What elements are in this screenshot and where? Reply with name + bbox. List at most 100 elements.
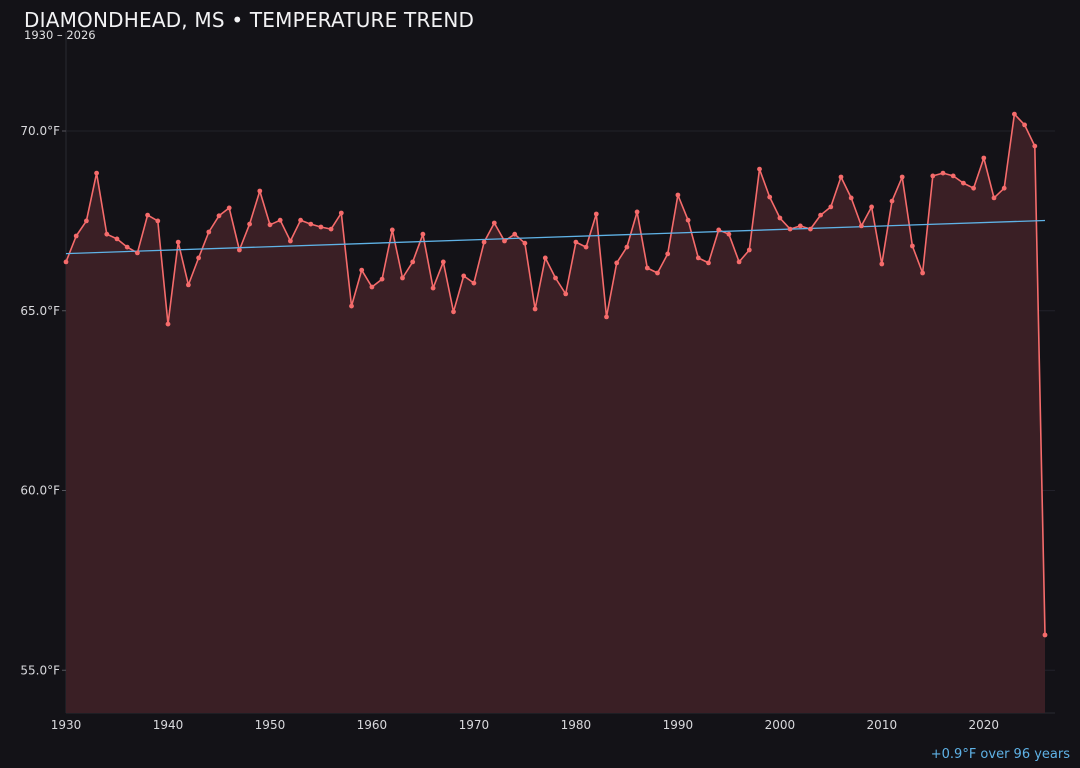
data-point [767, 194, 773, 200]
data-point [440, 259, 446, 265]
x-tick-label: 2010 [867, 718, 898, 732]
data-point [818, 212, 823, 218]
data-point [1001, 185, 1007, 191]
data-point [777, 215, 783, 221]
data-point [318, 224, 324, 230]
data-point [828, 204, 834, 210]
data-point [879, 261, 885, 267]
data-point [910, 243, 915, 249]
data-point [634, 209, 640, 215]
data-point [155, 218, 161, 224]
data-point [288, 238, 293, 244]
y-tick-label: 70.0°F [20, 124, 60, 138]
data-point [359, 267, 365, 273]
data-point [165, 321, 171, 327]
data-point [1042, 632, 1048, 638]
temperature-area [66, 114, 1045, 714]
data-point [267, 222, 273, 228]
data-point [675, 192, 681, 198]
data-point [706, 260, 711, 266]
data-point [420, 231, 426, 237]
data-point [1032, 143, 1038, 149]
data-points [63, 111, 1048, 638]
data-point [614, 260, 620, 266]
chart-title: DIAMONDHEAD, MS • TEMPERATURE TREND [24, 8, 475, 32]
data-point [746, 247, 752, 253]
data-point [379, 276, 385, 282]
data-point [349, 303, 354, 309]
data-point [685, 217, 691, 223]
data-point [583, 244, 589, 250]
y-tick-label: 65.0°F [20, 304, 60, 318]
data-point [644, 265, 650, 271]
x-tick-label: 2000 [765, 718, 796, 732]
data-point [308, 221, 314, 227]
data-point [869, 204, 874, 210]
data-point [1012, 111, 1017, 117]
data-point [899, 174, 905, 180]
data-point [950, 173, 956, 179]
data-point [328, 226, 334, 232]
data-point [512, 231, 518, 237]
data-point [981, 155, 987, 161]
data-point [808, 226, 813, 232]
data-point [859, 223, 864, 229]
data-point [186, 282, 191, 288]
data-point [298, 217, 303, 223]
x-tick-label: 1930 [51, 718, 82, 732]
data-point [410, 259, 416, 265]
data-point [787, 226, 793, 232]
data-point [277, 217, 283, 223]
data-point [695, 255, 701, 261]
data-point [216, 213, 222, 219]
data-point [471, 280, 477, 286]
data-point [665, 251, 671, 257]
data-point [971, 185, 976, 191]
x-tick-label: 2020 [969, 718, 1000, 732]
data-point [553, 275, 558, 281]
data-point [889, 198, 895, 204]
data-point [522, 240, 528, 246]
data-point [604, 314, 609, 320]
data-point [502, 238, 507, 244]
data-point [114, 236, 120, 242]
data-point [736, 259, 742, 265]
data-point [196, 255, 202, 261]
data-point [63, 259, 69, 265]
x-tick-label: 1950 [255, 718, 286, 732]
data-point [1022, 122, 1027, 128]
data-point [838, 174, 844, 180]
data-point [920, 270, 925, 276]
data-point [624, 244, 630, 250]
data-point [369, 284, 375, 290]
data-point [451, 309, 456, 315]
data-point [930, 173, 936, 179]
data-point [481, 239, 487, 245]
data-point [655, 270, 660, 276]
x-tick-label: 1980 [561, 718, 592, 732]
data-point [848, 195, 854, 201]
data-point [726, 231, 732, 237]
trend-caption: +0.9°F over 96 years [930, 747, 1070, 762]
data-point [104, 231, 110, 237]
data-point [542, 255, 548, 261]
y-axis-ticks: 55.0°F 60.0°F 65.0°F 70.0°F [20, 124, 66, 677]
data-point [991, 195, 997, 201]
x-axis-ticks: 1930 1940 1950 1960 1970 1980 1990 2000 2010 2020 [51, 712, 1055, 732]
data-point [338, 210, 344, 216]
data-point [400, 275, 405, 281]
data-point [135, 250, 140, 256]
data-point [84, 218, 89, 224]
data-point [124, 244, 130, 250]
data-point [145, 212, 151, 218]
data-point [206, 229, 212, 235]
y-tick-label: 55.0°F [20, 663, 60, 677]
data-point [757, 166, 762, 172]
data-point [94, 170, 99, 176]
data-point [389, 227, 395, 233]
data-point [940, 170, 946, 176]
data-point [175, 239, 181, 245]
data-point [716, 227, 722, 233]
y-tick-label: 60.0°F [20, 484, 60, 498]
data-point [532, 306, 538, 312]
